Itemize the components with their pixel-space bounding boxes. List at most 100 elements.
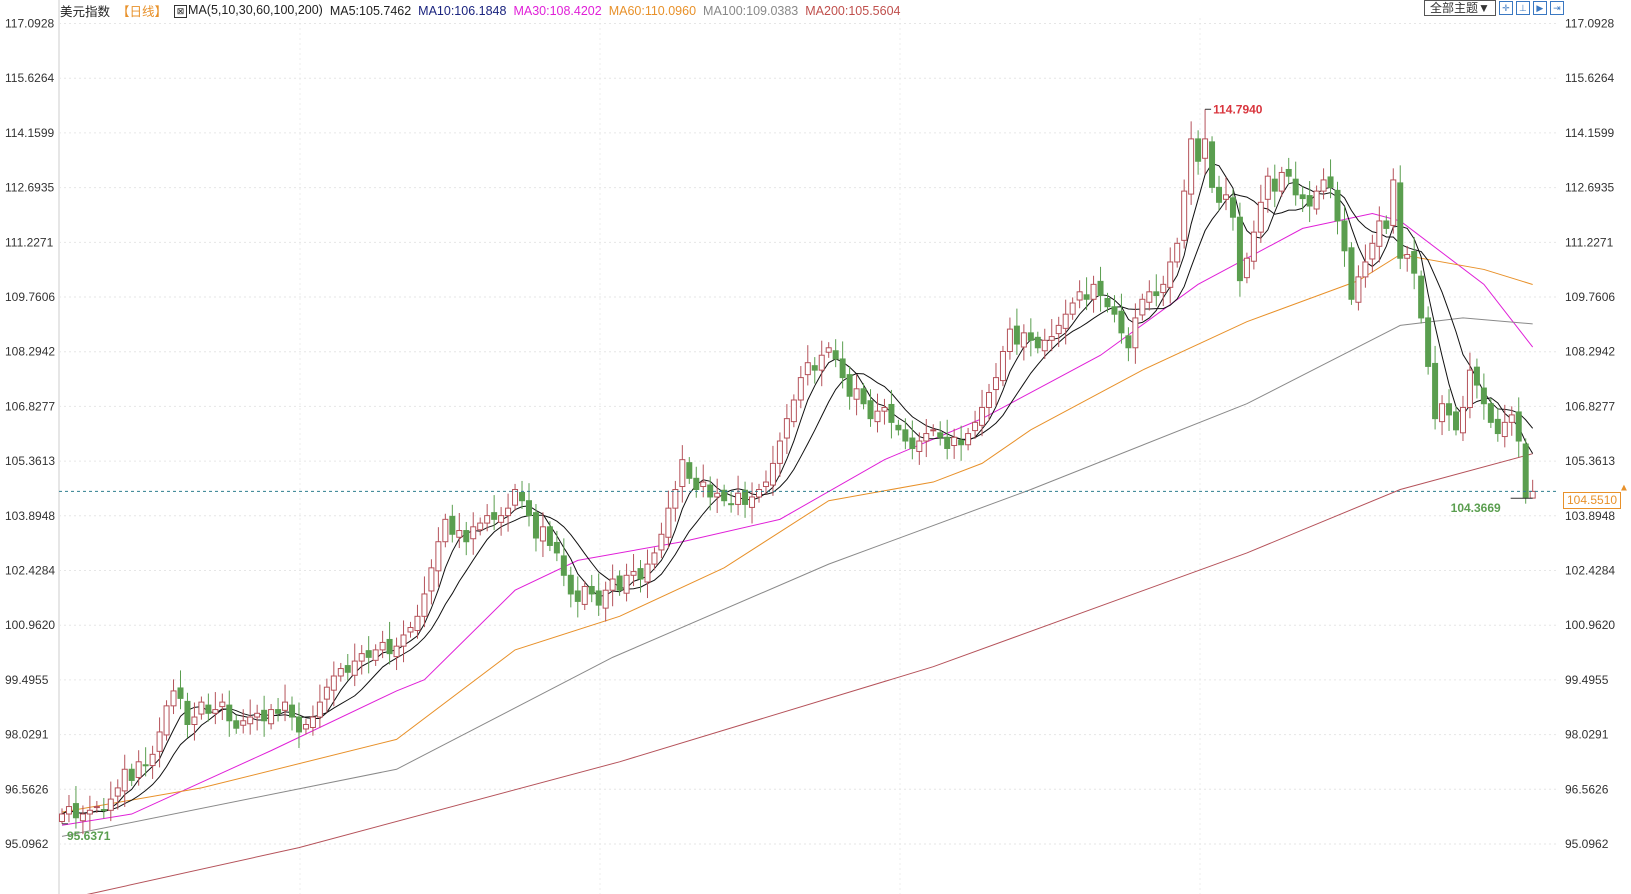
candle (302, 718, 309, 735)
candle (1425, 306, 1432, 375)
candle (1076, 280, 1083, 309)
candle-body-up (316, 701, 323, 718)
candle-body-down (637, 568, 644, 580)
ma30-line (61, 212, 1534, 826)
candle (769, 445, 776, 496)
candle-body-down (532, 512, 539, 539)
candle (651, 547, 658, 570)
candle-body-down (1453, 411, 1459, 431)
theme-dropdown[interactable]: 全部主题▼ (1424, 0, 1496, 16)
candle-body-down (1013, 325, 1020, 345)
candle-body-up (470, 526, 477, 540)
candle-body-up (776, 440, 783, 464)
candle (177, 670, 184, 710)
step-forward-icon[interactable]: ▶ (1532, 1, 1547, 15)
candle (414, 604, 421, 639)
y-tick-right: 115.6264 (1565, 71, 1614, 85)
candle (902, 418, 909, 450)
candle-body-down (937, 432, 944, 438)
ma-params[interactable]: ⊠ MA(5,10,30,60,100,200) (174, 3, 323, 18)
y-tick-right: 95.0962 (1565, 837, 1609, 851)
candle (191, 702, 198, 741)
candle-body-down (519, 491, 526, 502)
candle-body-up (302, 723, 309, 730)
period-label[interactable]: 【日线】 (117, 5, 168, 19)
candle (1229, 189, 1236, 231)
candle (553, 530, 560, 562)
candle-body-up (170, 690, 177, 707)
candle-body-up (979, 406, 986, 426)
candle (1327, 159, 1334, 199)
ma200-value: MA200:105.5604 (805, 3, 901, 18)
candle (839, 341, 846, 389)
candle-body-up (1006, 328, 1013, 352)
candle-body-down (546, 526, 553, 546)
candle (1418, 270, 1425, 324)
candle (1083, 277, 1090, 311)
candle-body-down (1153, 291, 1160, 297)
candle-body-up (1250, 231, 1257, 262)
candle (135, 750, 142, 786)
candle (1250, 220, 1257, 270)
candle-body-up (400, 634, 407, 647)
candle-body-up (93, 806, 100, 809)
candle (888, 389, 895, 439)
candle-body-up (1466, 369, 1473, 408)
candle-body-up (679, 459, 686, 488)
candle-body-down (1397, 182, 1404, 259)
candle-body-down (1195, 138, 1202, 162)
candle-body-up (539, 526, 546, 542)
candle-body-up (393, 645, 400, 658)
low-label: 95.6371 (67, 829, 111, 843)
candle-body-up (714, 492, 721, 498)
candle (1048, 319, 1055, 352)
crosshair-icon[interactable]: ✛ (1498, 1, 1513, 15)
y-axis-right: 117.0928 115.6264 114.1599 112.6935 111.2271… (1565, 17, 1615, 851)
candle (1341, 206, 1348, 267)
recent-low-label: 104.3669 (1451, 501, 1501, 515)
candle (1090, 275, 1097, 313)
candle-body-up (992, 377, 999, 391)
ma-chart-icon: ⊠ (174, 5, 188, 18)
candle-body-up (1278, 171, 1285, 192)
candle-body-down (1473, 366, 1480, 386)
candle (1459, 395, 1466, 442)
candle (72, 786, 79, 829)
price-alert-icon[interactable]: ▲ (1619, 482, 1629, 493)
candle-body-up (254, 712, 261, 718)
candle-body-down (867, 400, 874, 420)
candle (219, 693, 226, 721)
scroll-right-icon[interactable]: ⇥ (1549, 1, 1564, 15)
candle (226, 690, 233, 737)
candle (107, 781, 114, 822)
candle-body-up (1069, 302, 1076, 315)
candle-body-down (1348, 247, 1355, 300)
candle (1313, 185, 1320, 215)
candle (1264, 167, 1271, 213)
candle-body-up (1243, 257, 1250, 279)
candle (560, 538, 567, 587)
candle-body-down (275, 709, 282, 714)
candle (1202, 109, 1209, 175)
candle-body-down (344, 665, 351, 673)
candle (275, 698, 282, 722)
candle (435, 527, 442, 587)
candle (379, 630, 386, 659)
candle-body-down (1515, 411, 1522, 442)
candle (372, 644, 379, 666)
candle (1278, 166, 1285, 197)
candle (114, 779, 121, 810)
candle-body-down (1216, 186, 1223, 203)
candle-body-up (163, 705, 170, 736)
candle-body-up (672, 489, 679, 509)
zoom-range-icon[interactable]: ⊥ (1515, 1, 1530, 15)
candle-body-up (79, 813, 86, 822)
ma10-line (61, 186, 1534, 815)
y-tick-right: 105.3613 (1565, 454, 1615, 468)
candle (797, 366, 804, 409)
candle (463, 521, 470, 556)
candle-body-down (142, 764, 149, 767)
candle (1376, 206, 1383, 263)
candle-body-down (1480, 387, 1487, 405)
